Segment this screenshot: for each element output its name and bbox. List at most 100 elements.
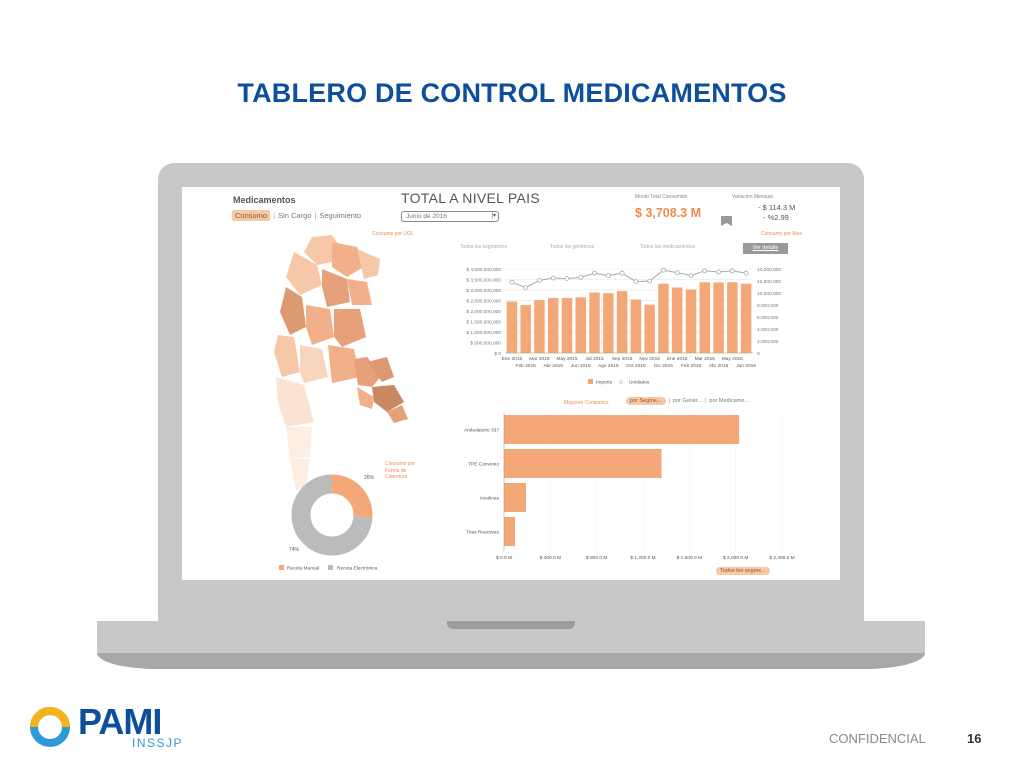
date-select[interactable]: Junio de 2016 |▾ (401, 211, 499, 222)
category-label: Tiras Reactivas (466, 529, 499, 535)
units-point (578, 275, 584, 280)
logo-sub: INSSJP (132, 736, 184, 750)
tab-separator: | (704, 398, 707, 404)
tab-consumo[interactable]: Consumo (232, 210, 271, 221)
filter-segments[interactable]: Todos los segmentos (460, 244, 507, 250)
laptop-notch (447, 621, 575, 629)
map-region (286, 427, 312, 459)
units-point (688, 273, 694, 278)
top-consumption-chart: $ 0.0 M $ 400.0 M $ 800.0 M $ 1,200.0 M $ 1,… (464, 413, 795, 561)
legend-label-unidades: Unidades (629, 380, 650, 386)
units-point (661, 267, 666, 273)
map-region (306, 305, 334, 345)
category-label: Ambulatorio 337 (464, 427, 499, 433)
y-left-tick-label: $ 1,500,000,000 (466, 319, 501, 325)
monthly-bar (561, 297, 573, 353)
monthly-bar (520, 305, 531, 353)
units-point (674, 270, 680, 275)
units-point (647, 278, 653, 284)
laptop-screen: Medicamentos Consumo | Sin Cargo | Segui… (182, 187, 840, 580)
y-right-tick-label: 12,000,000 (757, 279, 781, 285)
x-tick-label: $ 2,400.0 M (769, 555, 794, 561)
category-label: Insulinas (480, 495, 500, 501)
y-left-tick-label: $ 2,000,000,000 (466, 309, 501, 315)
filter-medicines[interactable]: Todos los medicamentos (640, 244, 696, 250)
monthly-bar (603, 293, 614, 353)
y-left-tick-label: $ 3,000,000,000 (466, 288, 501, 294)
y-left-tick-label: $ 500,000,000 (470, 340, 501, 346)
x-tick-label: Feb 2015 (516, 363, 537, 369)
y-left-tick-label: $ 3,500,000,000 (466, 277, 501, 283)
monthly-bar (506, 301, 518, 353)
x-tick-label: May 2015 (556, 356, 577, 362)
main-title: TOTAL A NIVEL PAIS (401, 190, 540, 206)
tab-separator: | (314, 211, 317, 220)
x-tick-label: Jul 2015 (585, 356, 603, 362)
top-tabs: por Segme... | por Genér... | por Medica… (626, 397, 749, 405)
map-region (300, 345, 328, 383)
monthly-bar (685, 289, 697, 353)
variation-amount: - $ 114.3 M (758, 203, 796, 212)
y-right-tick-label: 6,000,000 (757, 315, 779, 321)
monthly-bar (671, 287, 683, 353)
top-bar (504, 517, 516, 546)
variation-percent: - %2.99 (763, 213, 789, 222)
coverage-label: Consumo por Forma de Cobertura (385, 461, 415, 481)
x-tick-label: Ene 2016 (667, 356, 688, 362)
map-region (357, 249, 380, 279)
x-tick-label: Ago 2015 (598, 363, 619, 369)
tab-separator: | (668, 398, 670, 404)
dashboard-title: Medicamentos (233, 195, 296, 205)
top-tab-medicamento[interactable]: por Medicame... (709, 398, 749, 404)
monthly-bar (658, 283, 669, 353)
map-region (357, 387, 374, 409)
all-segments-pill[interactable]: Todos los segme... (716, 567, 770, 575)
donut-value-label: 26% (364, 475, 375, 481)
top-tab-generico[interactable]: por Genér... (672, 398, 702, 404)
x-tick-label: Abr 2016 (709, 363, 729, 369)
x-tick-label: $ 400.0 M (540, 555, 561, 561)
kpi-label: Monto Total Consumido (635, 194, 688, 200)
tab-separator: | (273, 211, 276, 220)
units-point (619, 270, 625, 276)
x-tick-label: $ 2,000.0 M (723, 555, 748, 561)
legend-swatch-manual (279, 565, 284, 570)
map-region (280, 287, 306, 335)
map-provinces (274, 235, 408, 491)
confidential-label: CONFIDENCIAL (829, 731, 926, 746)
y-left-tick-label: $ 2,500,000,000 (466, 298, 501, 304)
legend-marker-unidades: ◎ (619, 380, 624, 386)
filter-generics[interactable]: Todos los genéricos (550, 244, 595, 250)
units-point (537, 278, 542, 283)
map-region (290, 459, 310, 491)
tab-seguimiento[interactable]: Seguimiento (319, 211, 362, 220)
monthly-bar (589, 292, 600, 353)
x-tick-label: Jun 2016 (736, 363, 756, 369)
legend-label-electronica: Receta Electrónica (337, 566, 378, 572)
units-point (702, 268, 708, 274)
top-bar (504, 483, 527, 512)
variation-label: Variación Mensual (732, 194, 773, 200)
units-point (509, 279, 515, 285)
monthly-bar (713, 282, 724, 353)
dashboard-tabs: Consumo | Sin Cargo | Seguimiento (232, 210, 361, 221)
map-region (387, 405, 408, 423)
y-left-tick-label: $ 4,000,000,000 (466, 267, 501, 273)
map-region (367, 357, 394, 382)
pami-ring-icon (30, 707, 70, 747)
tab-sin-cargo[interactable]: Sin Cargo (278, 211, 312, 220)
x-tick-label: Jun 2015 (571, 363, 591, 369)
date-select-value: Junio de 2016 (406, 213, 447, 220)
ver-detalle-button[interactable]: Ver detalle (743, 243, 788, 254)
x-tick-label: Mar 2015 (529, 356, 550, 362)
x-tick-label: $ 0.0 M (496, 555, 512, 561)
top-bar (504, 449, 662, 478)
monthly-bar (740, 283, 752, 353)
legend-swatch-electronica (328, 565, 333, 570)
top-tab-segmento[interactable]: por Segme... (626, 397, 666, 405)
monthly-bar (616, 291, 628, 353)
units-point (729, 268, 735, 274)
units-point (564, 276, 570, 281)
units-point (605, 273, 611, 278)
